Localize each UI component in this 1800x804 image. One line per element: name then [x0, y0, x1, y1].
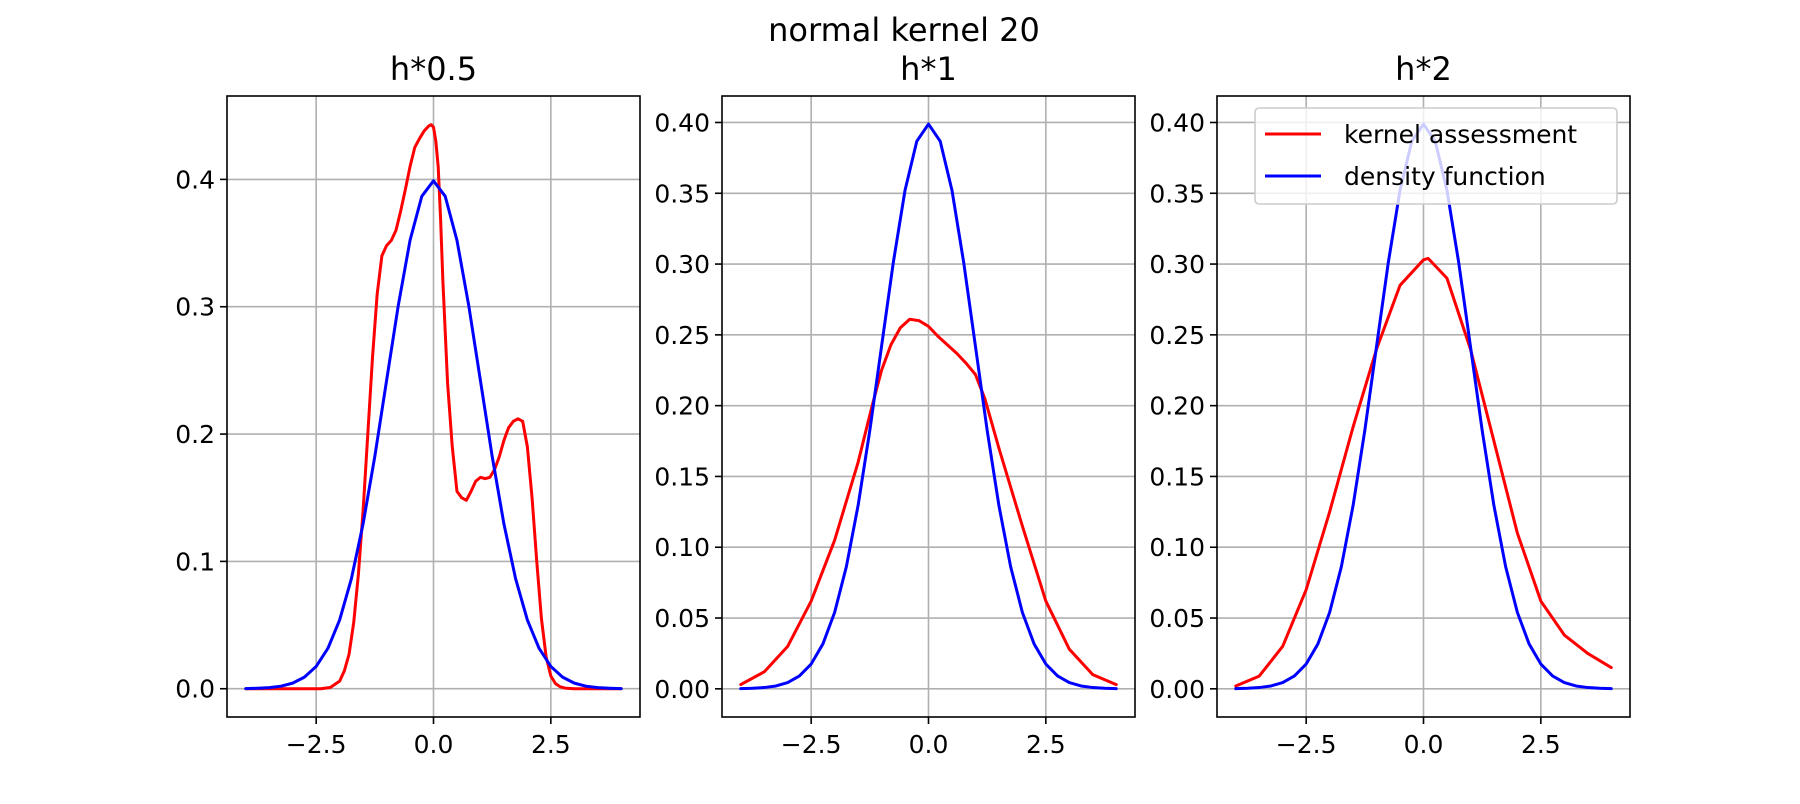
y-tick-label: 0.40 [1149, 108, 1205, 137]
legend-box [1254, 107, 1618, 205]
y-tick-label: 0.05 [1149, 604, 1205, 633]
y-tick-label: 0.2 [175, 420, 215, 449]
x-tick-label: 0.0 [909, 730, 949, 759]
y-tick-label: 0.40 [654, 108, 710, 137]
x-tick-label: −2.5 [781, 730, 842, 759]
y-tick-label: 0.00 [654, 675, 710, 704]
subplot-3: −2.5 0.0 2.5 0.00 0.05 0.10 0.15 0.20 0.25 0.30 0.… [1149, 50, 1631, 759]
x-tick-label: 2.5 [1026, 730, 1066, 759]
x-tick-label: −2.5 [1276, 730, 1337, 759]
y-tick-label: 0.30 [1149, 250, 1205, 279]
grid [722, 96, 1135, 717]
subplot-1: −2.5 0.0 2.5 0.0 0.1 0.2 0.3 0.4 h*0.5 [175, 50, 641, 759]
y-tick-label: 0.10 [654, 533, 710, 562]
y-tick-label: 0.10 [1149, 533, 1205, 562]
legend: kernel assessment density function [1254, 107, 1618, 205]
y-tick-label: 0.05 [654, 604, 710, 633]
y-tick-label: 0.20 [1149, 392, 1205, 421]
legend-label-density-function: density function [1344, 162, 1546, 191]
subplot-2: −2.5 0.0 2.5 0.00 0.05 0.10 0.15 0.20 0.25 0.30 0.… [654, 50, 1136, 759]
figure-title: normal kernel 20 [768, 11, 1040, 49]
series-line-kernel-assessment [739, 317, 1118, 687]
y-tick-label: 0.0 [175, 675, 215, 704]
x-tick-label: 0.0 [414, 730, 454, 759]
subplot-title: h*1 [900, 50, 957, 88]
series-line-density-function [244, 179, 623, 691]
subplot-title: h*2 [1395, 50, 1452, 88]
y-tick-label: 0.15 [1149, 462, 1205, 491]
y-tick-label: 0.15 [654, 462, 710, 491]
y-tick-label: 0.35 [1149, 179, 1205, 208]
y-tick-label: 0.25 [1149, 321, 1205, 350]
subplots: −2.5 0.0 2.5 0.0 0.1 0.2 0.3 0.4 h*0.5 −2.5 0.0 2.5… [175, 50, 1631, 759]
series-line-density-function [739, 122, 1118, 691]
y-tick-label: 0.35 [654, 179, 710, 208]
x-tick-label: 2.5 [1521, 730, 1561, 759]
y-tick-label: 0.00 [1149, 675, 1205, 704]
x-tick-label: 0.0 [1404, 730, 1444, 759]
y-tick-label: 0.4 [175, 165, 215, 194]
y-tick-label: 0.20 [654, 392, 710, 421]
y-tick-label: 0.3 [175, 293, 215, 322]
series-line-kernel-assessment [244, 123, 623, 691]
series-line-kernel-assessment [1234, 256, 1613, 688]
x-tick-label: 2.5 [531, 730, 571, 759]
y-tick-label: 0.30 [654, 250, 710, 279]
x-tick-label: −2.5 [286, 730, 347, 759]
y-tick-label: 0.25 [654, 321, 710, 350]
y-tick-label: 0.1 [175, 547, 215, 576]
subplot-title: h*0.5 [390, 50, 477, 88]
legend-label-kernel-assessment: kernel assessment [1344, 120, 1577, 149]
